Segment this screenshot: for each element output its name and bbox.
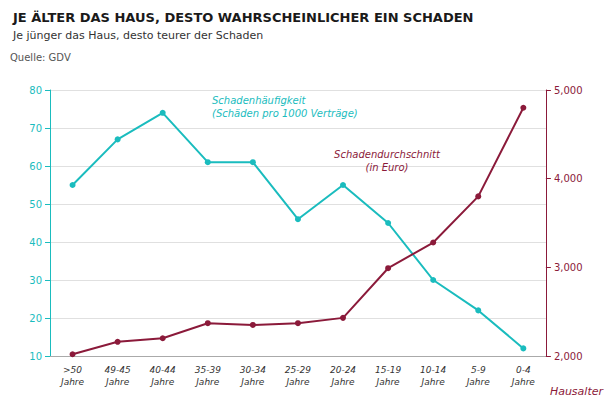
svg-text:35-39: 35-39 — [195, 365, 221, 375]
svg-text:20-24: 20-24 — [330, 365, 356, 375]
svg-text:3,000: 3,000 — [554, 262, 583, 273]
svg-text:10: 10 — [29, 351, 42, 362]
svg-text:70: 70 — [29, 123, 42, 134]
svg-text:Jahre: Jahre — [194, 377, 220, 387]
svg-text:JE ÄLTER DAS HAUS, DESTO WAHRS: JE ÄLTER DAS HAUS, DESTO WAHRSCHEINLICHE… — [12, 10, 473, 25]
svg-text:50: 50 — [29, 199, 42, 210]
svg-text:20: 20 — [29, 313, 42, 324]
svg-text:5-9: 5-9 — [471, 365, 486, 375]
svg-text:5,000: 5,000 — [554, 85, 583, 96]
svg-text:Jahre: Jahre — [329, 377, 355, 387]
svg-text:2,000: 2,000 — [554, 351, 583, 362]
svg-text:Jahre: Jahre — [239, 377, 265, 387]
svg-text:15-19: 15-19 — [375, 365, 401, 375]
svg-text:Quelle: GDV: Quelle: GDV — [10, 52, 71, 63]
svg-text:80: 80 — [29, 85, 42, 96]
svg-text:0-4: 0-4 — [516, 365, 531, 375]
svg-text:30: 30 — [29, 275, 42, 286]
svg-text:Jahre: Jahre — [59, 377, 85, 387]
svg-text:Jahre: Jahre — [465, 377, 491, 387]
svg-text:(Schäden pro 1000 Verträge): (Schäden pro 1000 Verträge) — [212, 108, 358, 119]
svg-text:Jahre: Jahre — [104, 377, 130, 387]
svg-text:Jahre: Jahre — [510, 377, 536, 387]
svg-text:25-29: 25-29 — [285, 365, 311, 375]
svg-text:Hausalter: Hausalter — [550, 385, 605, 398]
svg-text:10-14: 10-14 — [420, 365, 446, 375]
svg-text:Jahre: Jahre — [420, 377, 446, 387]
svg-text:Jahre: Jahre — [284, 377, 310, 387]
svg-text:30-34: 30-34 — [240, 365, 266, 375]
svg-text:4,000: 4,000 — [554, 173, 583, 184]
svg-text:(in Euro): (in Euro) — [366, 162, 409, 173]
svg-text:Je jünger das Haus, desto teur: Je jünger das Haus, desto teurer der Sch… — [12, 29, 263, 42]
svg-text:40: 40 — [29, 237, 42, 248]
svg-text:Schadendurchschnitt: Schadendurchschnitt — [334, 149, 441, 160]
svg-text:Jahre: Jahre — [375, 377, 401, 387]
svg-text:40-44: 40-44 — [150, 365, 176, 375]
svg-text:60: 60 — [29, 161, 42, 172]
svg-text:Jahre: Jahre — [149, 377, 175, 387]
svg-text:>50: >50 — [63, 365, 82, 375]
svg-text:Schadenhäufigkeit: Schadenhäufigkeit — [212, 95, 306, 106]
svg-text:49-45: 49-45 — [105, 365, 131, 375]
